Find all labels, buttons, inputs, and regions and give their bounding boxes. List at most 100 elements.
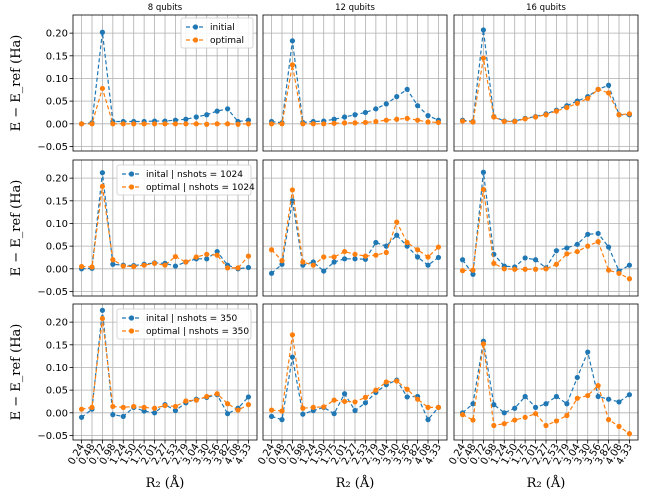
data-point xyxy=(110,257,116,263)
data-point xyxy=(532,411,539,417)
y-tick-label: 0.05 xyxy=(46,242,68,253)
data-point xyxy=(331,259,337,265)
data-point xyxy=(341,248,348,255)
legend-marker xyxy=(192,37,199,43)
panel-title: 12 qubits xyxy=(335,3,375,13)
panel-r2-c1: 0.20 0.15 0.10 0.05 0.00 −0.05 xyxy=(37,159,258,298)
data-point xyxy=(352,112,358,118)
data-point xyxy=(341,398,348,405)
data-point xyxy=(204,393,210,400)
data-point xyxy=(131,121,137,127)
data-point xyxy=(268,247,275,253)
data-point xyxy=(394,378,400,384)
data-point xyxy=(459,257,466,263)
data-point xyxy=(595,86,601,92)
legend-label: optimal | nshots = 1024 xyxy=(146,183,255,193)
data-point xyxy=(616,399,622,405)
data-point xyxy=(352,399,358,405)
data-point xyxy=(491,260,497,266)
data-point xyxy=(321,404,327,410)
legend-label: inital | nshots = 350 xyxy=(146,314,238,324)
data-point xyxy=(605,396,612,402)
data-point xyxy=(414,103,421,109)
data-point xyxy=(373,106,379,112)
legend-box xyxy=(116,308,252,340)
data-point xyxy=(245,394,252,400)
series-line-optimal xyxy=(81,86,249,125)
data-point xyxy=(605,90,612,96)
y-tick-label: 0.00 xyxy=(46,119,68,130)
data-point xyxy=(470,401,476,407)
data-point xyxy=(595,393,601,400)
data-point xyxy=(626,262,633,268)
data-point xyxy=(585,95,591,102)
data-point xyxy=(289,62,296,68)
data-point xyxy=(512,266,518,272)
data-point xyxy=(224,106,231,112)
panel-r3-c3: 0.240.480.720.981.241.501.752.012.272.53… xyxy=(447,303,639,467)
data-point xyxy=(183,259,189,265)
data-point xyxy=(235,265,241,271)
data-point xyxy=(279,408,285,414)
y-tick-label: 0.10 xyxy=(46,219,68,230)
data-point xyxy=(532,266,539,272)
data-point xyxy=(362,400,369,406)
data-point xyxy=(131,263,137,270)
axes-frame xyxy=(453,14,639,152)
data-point xyxy=(352,256,358,262)
data-point xyxy=(224,265,231,271)
data-point xyxy=(626,276,633,282)
panel-r2-c2 xyxy=(262,159,448,297)
data-point xyxy=(141,408,147,414)
data-point xyxy=(310,404,316,410)
data-point xyxy=(595,230,601,237)
data-point xyxy=(459,118,466,124)
x-axis-label: R₂ (Å) xyxy=(527,475,566,491)
data-point xyxy=(245,264,252,271)
data-point xyxy=(480,169,487,175)
data-point xyxy=(110,403,116,410)
data-point xyxy=(245,253,252,259)
data-point xyxy=(501,266,507,272)
data-point xyxy=(279,258,285,264)
data-point xyxy=(110,261,116,267)
y-axis-label: E − E_ref (Ha) xyxy=(9,35,24,132)
data-point xyxy=(626,392,633,398)
data-point xyxy=(99,170,106,176)
data-point xyxy=(605,417,612,423)
y-tick-label: 0.00 xyxy=(46,264,68,275)
y-tick-label: 0.20 xyxy=(46,318,68,329)
legend-r3: inital | nshots = 350 optimal | nshots = … xyxy=(116,308,252,340)
data-point xyxy=(193,254,199,260)
data-point xyxy=(383,379,389,385)
data-point xyxy=(204,256,210,262)
axes-frame xyxy=(453,159,639,297)
data-point xyxy=(289,38,296,44)
data-point xyxy=(394,94,400,100)
data-point xyxy=(501,421,507,427)
data-point xyxy=(172,253,179,260)
legend-marker xyxy=(192,24,199,30)
data-point xyxy=(459,268,466,274)
y-tick-label: 0.15 xyxy=(46,196,68,207)
data-point xyxy=(341,120,348,126)
data-point xyxy=(331,116,337,122)
data-point xyxy=(89,404,95,410)
data-point xyxy=(300,411,306,417)
data-point xyxy=(616,423,622,429)
data-point xyxy=(616,270,622,276)
y-tick-label: 0.15 xyxy=(46,51,68,62)
data-point xyxy=(151,121,158,127)
data-point xyxy=(553,108,560,114)
data-point xyxy=(414,117,421,123)
y-axis-label: E − E_ref (Ha) xyxy=(9,324,24,421)
data-point xyxy=(89,264,95,270)
panel-title: 8 qubits xyxy=(148,3,183,13)
data-point xyxy=(605,82,612,88)
data-point xyxy=(245,121,252,127)
data-point xyxy=(235,121,241,127)
data-point xyxy=(268,413,275,420)
data-point xyxy=(331,120,337,126)
data-point xyxy=(501,410,507,416)
data-point xyxy=(268,407,275,413)
